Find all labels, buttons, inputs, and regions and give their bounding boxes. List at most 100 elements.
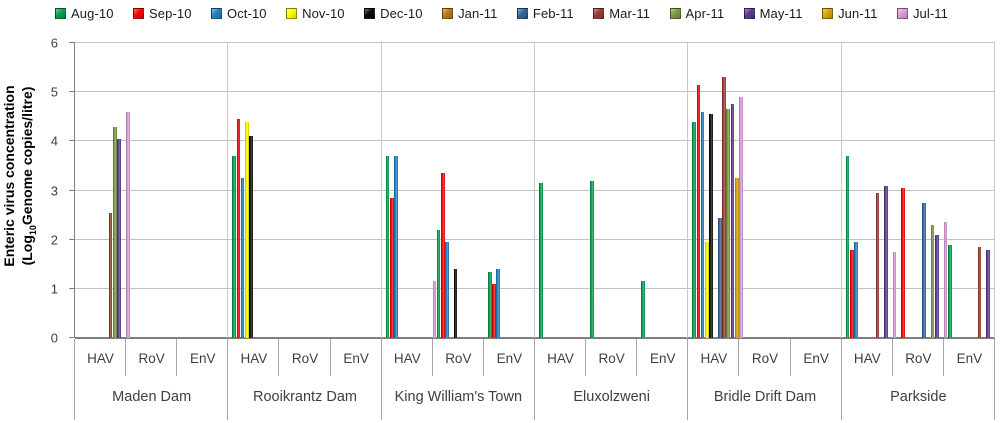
bar-rov-feb-11 [922,202,926,338]
gridline-y-0 [75,337,995,338]
bar-rov-oct-10 [445,242,449,338]
legend-item-feb-11: Feb-11 [516,5,574,21]
virus-separator-line [942,339,944,376]
gridline-y-1 [75,287,995,289]
virus-separator-line [636,339,638,376]
bar-hav-mar-11 [108,212,113,338]
virus-type-label-rov: RoV [291,350,319,366]
bar-hav-jul-11 [125,111,130,338]
bar-rov-aug-10 [590,180,594,338]
virus-separator-line [176,339,178,376]
legend-label: Feb-11 [532,5,574,21]
bar-hav-aug-10 [232,156,236,338]
legend-item-mar-11: Mar-11 [593,6,650,21]
bar-hav-jul-11 [739,97,743,338]
virus-type-label-rov: RoV [598,350,625,366]
bar-hav-oct-10 [700,111,705,338]
virus-type-label-rov: RoV [138,350,165,366]
bar-hav-oct-10 [240,178,245,338]
legend-item-apr-11: Apr-11 [669,6,725,21]
section-maden-dam-env [177,43,228,338]
virus-separator-line [789,339,791,376]
section-bridle-drift-dam-hav [688,43,743,338]
virus-type-label-hav: HAV [547,350,574,366]
bar-hav-jul-11 [892,251,897,338]
bar-env-may-11 [986,249,990,338]
gridline-y-4 [75,140,995,142]
y-axis-tick-labels: 6 5 4 3 2 1 0 [40,36,68,346]
bar-hav-aug-10 [845,156,850,338]
y-axis-title: Enteric virus concentration (Log10Genome… [1,11,37,341]
bar-rov-aug-10 [436,229,441,338]
y-tick-mark [69,287,75,289]
site-boundary-line [227,43,229,338]
legend-swatch-icon [442,7,454,19]
site-label-parkside: Parkside [890,389,947,405]
y-axis-title-line1: Enteric virus concentration [1,85,17,267]
virus-type-label-hav: HAV [240,350,268,366]
legend-label: Nov-10 [302,5,345,21]
bar-hav-oct-10 [394,156,398,338]
virus-type-axis-row: HAV RoV EnV HAV RoV EnV HAV RoV EnV HAV RoV EnV HAV R… [75,339,995,377]
bar-hav-may-11 [730,104,735,338]
bar-env-oct-10 [496,269,501,338]
section-eluxolzweni-env [637,43,688,338]
site-axis-row: Maden Dam Rooikrantz Dam King William's To… [75,377,995,420]
legend-swatch-icon [743,7,755,19]
section-king-william-s-town-rov [433,43,484,338]
bar-rov-sep-10 [901,188,905,338]
legend-label: Aug-10 [71,5,114,21]
site-separator-line [994,339,995,420]
bar-env-aug-10 [641,281,645,338]
gridline-y-5 [75,91,995,93]
section-bridle-drift-dam-rov [739,43,790,338]
y-tick-label: 6 [50,35,58,51]
virus-separator-line [585,339,587,376]
bar-hav-jul-11 [432,281,437,338]
legend-label: Oct-10 [227,5,267,21]
bar-hav-feb-11 [717,217,722,338]
bar-hav-aug-10 [692,121,696,338]
site-boundary-line [534,43,535,338]
gridline-y-2 [75,238,995,240]
bar-rov-may-11 [935,234,939,338]
site-label-eluxolzweni: Eluxolzweni [573,389,650,405]
y-axis-line [74,43,75,338]
y-tick-label: 3 [50,183,58,198]
y-tick-label: 5 [50,84,58,100]
site-separator-line [227,339,229,420]
bar-hav-jun-11 [735,178,739,338]
site-separator-line [74,339,75,420]
bar-hav-sep-10 [850,249,854,338]
y-tick-mark [69,337,75,338]
virus-type-label-rov: RoV [751,350,779,366]
bar-env-aug-10 [947,244,952,338]
site-boundary-line [380,43,382,338]
bar-hav-dec-10 [249,136,254,338]
legend-label: Mar-11 [609,5,651,21]
legend-label: Dec-10 [380,5,423,21]
bar-hav-mar-11 [722,77,726,338]
virus-separator-line [329,339,331,376]
section-king-william-s-town-hav [382,43,437,338]
bar-hav-sep-10 [390,197,394,338]
legend-item-jul-11: Jul-11 [896,6,948,21]
section-rooikrantz-dam-env [331,43,382,338]
y-axis-title-line2-pre: (Log [18,235,35,266]
section-bridle-drift-dam-env [791,43,842,338]
legend-swatch-icon [55,7,66,19]
bar-rov-apr-11 [930,224,935,338]
bar-hav-sep-10 [236,119,241,338]
virus-type-label-env: EnV [343,350,369,366]
site-separator-line [380,339,382,420]
section-rooikrantz-dam-rov [279,43,330,338]
section-rooikrantz-dam-hav [228,43,279,338]
y-tick-label: 4 [50,133,58,149]
gridline-y-3 [75,189,995,191]
y-tick-label: 1 [50,281,58,297]
virus-separator-line [125,339,127,376]
bar-env-aug-10 [487,271,492,338]
legend-item-jun-11: Jun-11 [822,6,877,21]
legend-item-aug-10: Aug-10 [55,6,114,21]
